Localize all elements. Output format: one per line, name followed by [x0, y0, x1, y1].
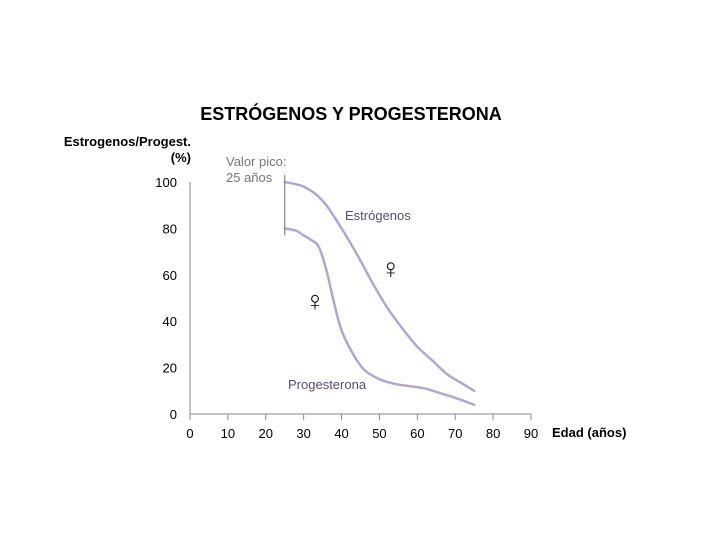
series-line-estrogenos — [283, 180, 476, 393]
y-tick-label: 60 — [163, 268, 177, 283]
x-tick-label: 70 — [448, 426, 462, 441]
series-line-progesterona — [283, 227, 476, 406]
series-group: Estrógenos Progesterona — [283, 180, 476, 406]
y-axis-label-line2: (%) — [171, 150, 191, 165]
y-tick-label: 80 — [163, 221, 177, 236]
annotations: Valor pico:25 años ♀ ♀ — [226, 154, 401, 316]
x-tick-label: 50 — [372, 426, 386, 441]
x-tick-label: 10 — [221, 426, 235, 441]
x-tick-label: 80 — [486, 426, 500, 441]
y-tick-label: 100 — [155, 175, 177, 190]
x-axis-label: Edad (años) — [552, 425, 626, 440]
y-ticks: 0 20 40 60 80 100 — [155, 175, 177, 422]
y-axis-label-line1: Estrogenos/Progest. — [64, 134, 191, 149]
chart-title: ESTRÓGENOS Y PROGESTERONA — [200, 103, 501, 124]
series-label: Estrógenos — [345, 208, 411, 223]
x-tick-label: 40 — [334, 426, 348, 441]
series-label: Progesterona — [288, 377, 367, 392]
x-ticks: 0 10 20 30 40 50 60 70 80 90 — [186, 414, 538, 441]
x-tick-label: 0 — [186, 426, 193, 441]
peak-note-line1: Valor pico: — [226, 154, 286, 169]
x-tick-label: 90 — [524, 426, 538, 441]
x-tick-label: 60 — [410, 426, 424, 441]
female-symbol-icon: ♀ — [305, 285, 326, 316]
female-symbol-icon: ♀ — [380, 253, 401, 284]
x-tick-label: 20 — [259, 426, 273, 441]
peak-note-line2: 25 años — [226, 170, 273, 185]
y-tick-label: 0 — [170, 407, 177, 422]
y-tick-label: 40 — [163, 314, 177, 329]
y-tick-label: 20 — [163, 361, 177, 376]
x-tick-label: 30 — [296, 426, 310, 441]
